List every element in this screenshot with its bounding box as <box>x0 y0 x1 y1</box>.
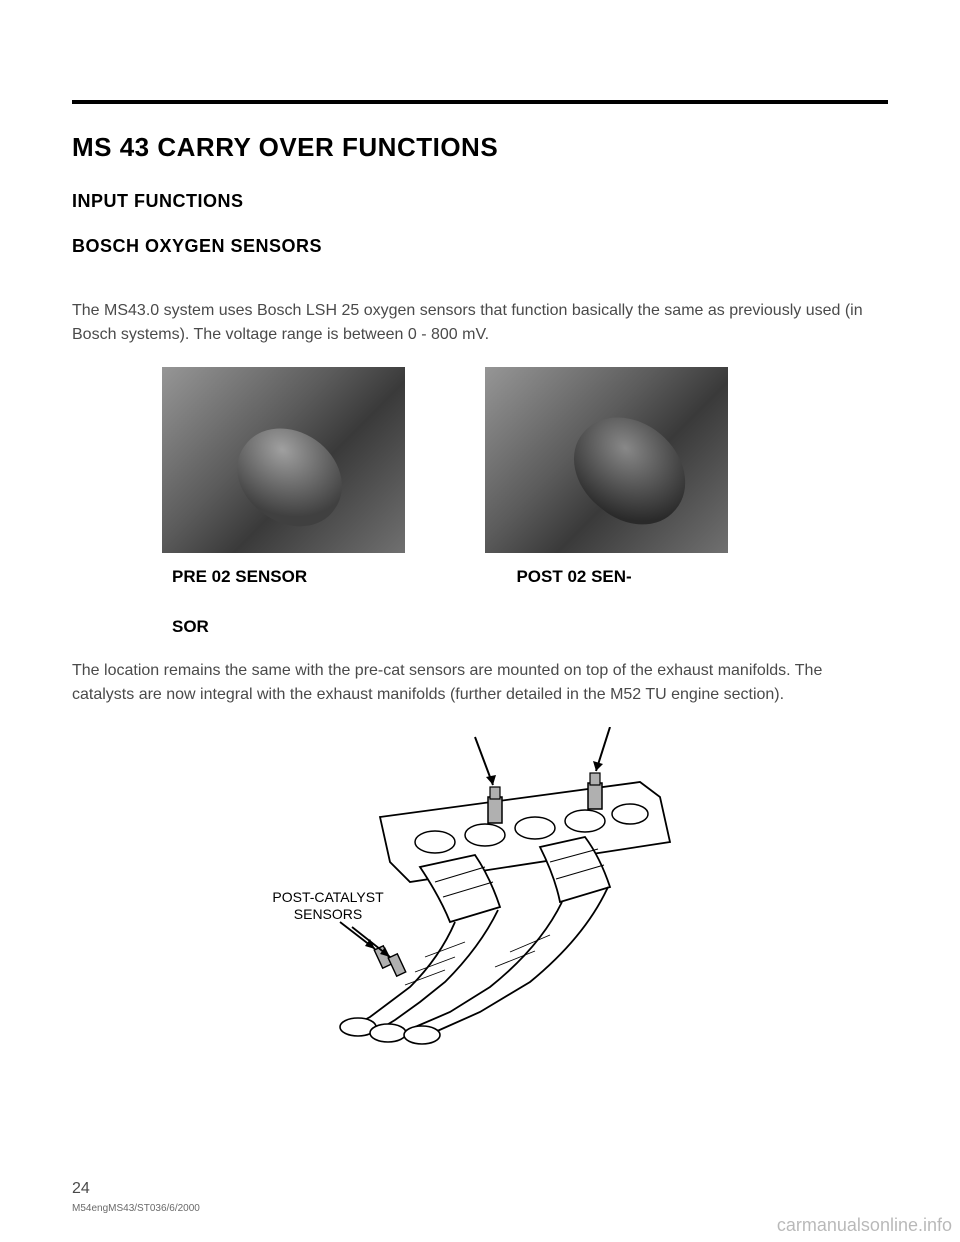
doc-code: M54engMS43/ST036/6/2000 <box>72 1203 200 1214</box>
pre-o2-sensor-image <box>162 367 405 553</box>
watermark: carmanualsonline.info <box>777 1215 952 1236</box>
sor-label: SOR <box>72 617 888 637</box>
exhaust-manifold-diagram-container: POST-CATALYST SENSORS <box>72 727 888 1057</box>
top-rule <box>72 100 888 104</box>
exhaust-manifold-diagram: POST-CATALYST SENSORS <box>240 727 720 1057</box>
page-container: MS 43 CARRY OVER FUNCTIONS INPUT FUNCTIO… <box>0 0 960 1097</box>
page-number: 24 <box>72 1180 90 1198</box>
sensor-images-row <box>72 367 888 553</box>
sensor-labels-row: PRE 02 SENSOR POST 02 SEN- <box>72 567 888 587</box>
sub-heading-bosch-oxygen-sensors: BOSCH OXYGEN SENSORS <box>72 236 888 257</box>
paragraph-1: The MS43.0 system uses Bosch LSH 25 oxyg… <box>72 299 888 347</box>
sub-heading-input-functions: INPUT FUNCTIONS <box>72 191 888 212</box>
diagram-label-post-catalyst-1: POST-CATALYST <box>272 889 384 905</box>
main-heading: MS 43 CARRY OVER FUNCTIONS <box>72 132 888 163</box>
diagram-label-post-catalyst-2: SENSORS <box>294 906 362 922</box>
paragraph-2: The location remains the same with the p… <box>72 659 888 707</box>
post-o2-sensor-image <box>485 367 728 553</box>
pre-sensor-label: PRE 02 SENSOR <box>172 567 512 587</box>
post-sensor-label: POST 02 SEN- <box>516 567 716 587</box>
